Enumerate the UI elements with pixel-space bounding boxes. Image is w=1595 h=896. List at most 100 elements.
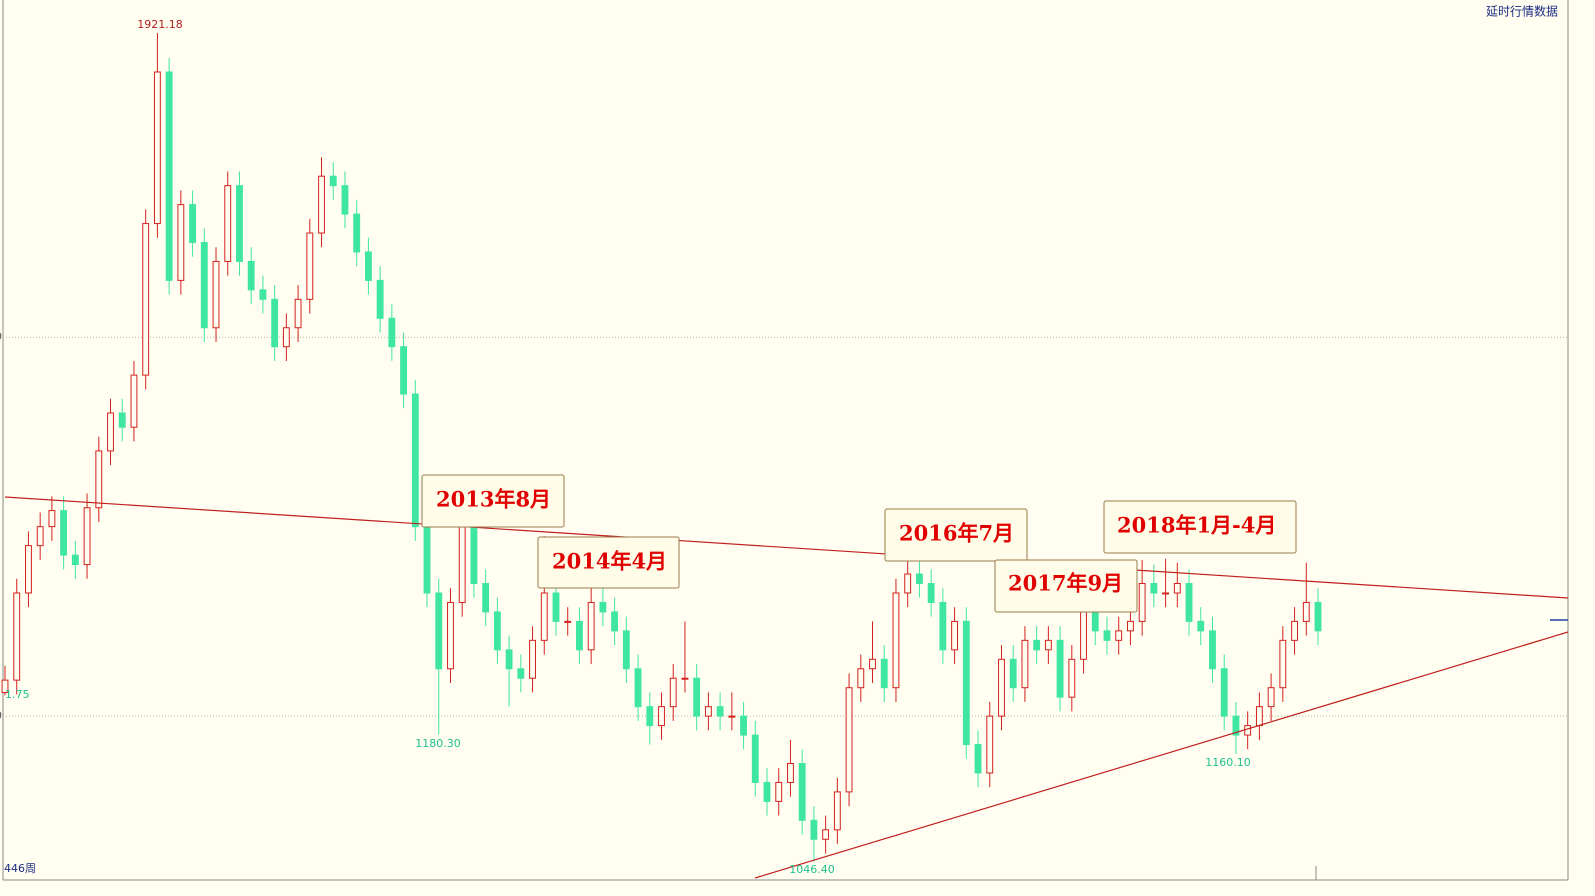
candle-body (423, 526, 431, 594)
candle-body (458, 526, 466, 603)
candle-body (95, 450, 103, 509)
note-box (537, 536, 680, 589)
candle-body (200, 241, 208, 329)
candle-body (622, 630, 630, 670)
candle-body (845, 687, 853, 793)
note: 2014年4月 (537, 536, 680, 589)
candle-body (892, 592, 900, 689)
candle-body (1220, 668, 1228, 717)
support-line (754, 631, 1569, 879)
candle-body (411, 393, 419, 528)
note: 2018年1月-4月 (1103, 500, 1297, 554)
note: 2017年9月 (994, 559, 1138, 613)
y-tick-label: 1600 (0, 330, 2, 343)
low-label: 1160.10 (1205, 756, 1251, 769)
candle-body (939, 601, 947, 651)
note-box (421, 474, 565, 528)
candle-body (587, 601, 595, 651)
candle-body (505, 649, 513, 670)
candle-body (435, 592, 443, 670)
candle-body (247, 260, 255, 291)
candle-body (658, 706, 665, 727)
candle-body (564, 620, 572, 623)
candle-body (775, 781, 783, 802)
candle-body (1209, 630, 1216, 670)
candle-body (364, 251, 372, 281)
grid: 1200 1600 (0, 330, 1568, 722)
candle-body (1185, 583, 1193, 622)
candle-body (1009, 658, 1017, 689)
candle-body (1, 679, 9, 693)
candle-body (1197, 620, 1205, 632)
candle-body (48, 510, 56, 528)
candle-body (482, 583, 490, 613)
candles (1, 32, 1322, 862)
candle-body (1103, 630, 1111, 641)
candle-body (60, 510, 68, 556)
low-label: 1.75 (5, 688, 30, 701)
high-label: 1921.18 (137, 18, 183, 31)
note: 2016年7月 (884, 508, 1028, 562)
candle-body (1279, 639, 1287, 689)
candle-body (83, 507, 91, 566)
low-label: 1180.30 (415, 737, 461, 750)
candle-body (611, 611, 619, 632)
candle-body (1150, 583, 1158, 594)
candle-body (669, 677, 677, 708)
candle-body (1232, 715, 1240, 736)
candle-body (1314, 601, 1322, 632)
candle-body (177, 204, 185, 281)
candle-body (142, 223, 150, 376)
note: 2013年8月 (421, 474, 565, 528)
candle-body (1021, 639, 1029, 689)
candle-body (400, 346, 408, 395)
note-text: 2017年9月 (1008, 571, 1123, 596)
candle-body (470, 526, 478, 585)
candle-body (25, 545, 32, 594)
candle-body (1138, 583, 1146, 622)
candle-body (236, 185, 243, 262)
candle-body (1056, 639, 1064, 698)
candle-body (118, 412, 126, 428)
candle-body (728, 715, 736, 718)
candle-body (1173, 583, 1181, 594)
candle-body (1291, 620, 1298, 641)
extreme-labels: 1921.18 1180.30 1046.40 1160.10 1366.05 … (5, 18, 1251, 876)
note-text: 2016年7月 (899, 521, 1014, 546)
candle-body (751, 734, 759, 783)
candle-body (986, 715, 994, 774)
frame (2, 0, 1569, 881)
candle-body (447, 601, 454, 670)
candle-body (1115, 630, 1123, 641)
candle-body (212, 260, 220, 329)
candle-body (13, 592, 21, 681)
candle-body (904, 573, 912, 594)
candle-body (704, 706, 712, 717)
candle-body (576, 620, 583, 651)
candle-body (36, 526, 44, 547)
candle-body (716, 706, 724, 717)
candle-body (1255, 706, 1263, 727)
note-box (1103, 500, 1297, 554)
candle-body (857, 668, 865, 689)
candle-body (329, 175, 337, 187)
candle-body (822, 829, 830, 840)
candle-body (153, 71, 161, 225)
period-label: 446周 (4, 862, 36, 875)
candle-body (974, 744, 982, 774)
candle-body (282, 327, 290, 348)
candle-body (880, 658, 888, 689)
note-text: 2018年1月-4月 (1117, 513, 1276, 538)
candle-body (388, 317, 396, 348)
candle-body (341, 185, 349, 215)
candle-body (1126, 620, 1134, 632)
candle-body (833, 791, 841, 831)
candle-body (599, 601, 607, 613)
candle-body (810, 819, 818, 840)
candle-body (1068, 658, 1076, 698)
status-text: 延时行情数据 (1486, 4, 1558, 19)
candle-body (107, 412, 114, 452)
candle-body (634, 668, 642, 708)
